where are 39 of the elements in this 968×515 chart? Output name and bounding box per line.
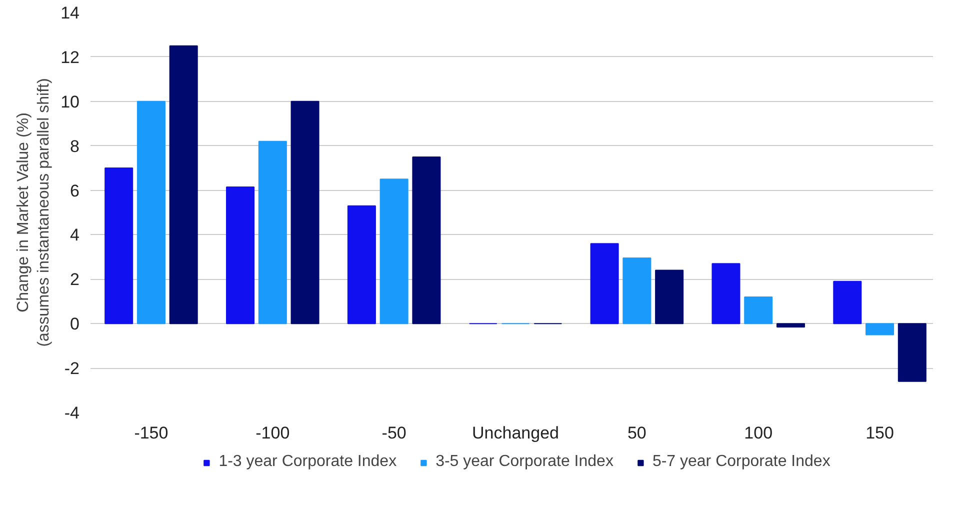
x-tick-label: -150 bbox=[134, 424, 168, 442]
bar bbox=[226, 186, 255, 324]
bar bbox=[655, 270, 684, 324]
bar bbox=[866, 323, 894, 336]
bar bbox=[712, 263, 740, 324]
x-tick-label: 50 bbox=[627, 424, 646, 442]
bar bbox=[104, 168, 134, 324]
y-tick-label: 8 bbox=[70, 136, 80, 156]
y-tick-label: 2 bbox=[70, 270, 80, 290]
bar bbox=[590, 243, 619, 324]
y-tick-label: 6 bbox=[70, 181, 80, 200]
y-axis-title: Change in Market Value (%) (assumes instantaneous parallel shift) bbox=[15, 78, 53, 347]
x-tick-label: Unchanged bbox=[472, 424, 559, 442]
x-tick-label: 100 bbox=[744, 424, 773, 442]
x-tick-label: -100 bbox=[256, 424, 290, 442]
x-tick-label: -50 bbox=[382, 424, 406, 442]
bar bbox=[833, 280, 862, 324]
bar bbox=[380, 178, 408, 324]
bar bbox=[169, 45, 198, 324]
bar bbox=[136, 100, 166, 324]
y-tick-label: 0 bbox=[70, 314, 80, 334]
legend-label: 3-5 year Corporate Index bbox=[436, 453, 614, 471]
legend-label: 1-3 year Corporate Index bbox=[218, 453, 397, 471]
y-tick-label: 10 bbox=[60, 92, 80, 112]
bar bbox=[412, 156, 441, 324]
bar bbox=[744, 296, 773, 324]
x-tick-label: 150 bbox=[866, 424, 894, 442]
bar bbox=[776, 323, 805, 328]
y-tick-label: 14 bbox=[60, 4, 80, 22]
y-tick-label: 4 bbox=[70, 226, 80, 245]
bar bbox=[898, 323, 926, 382]
bar bbox=[347, 205, 376, 324]
bar bbox=[622, 258, 652, 324]
bar bbox=[290, 100, 320, 324]
y-tick-label: -2 bbox=[64, 359, 80, 378]
legend-label: 5-7 year Corporate Index bbox=[652, 453, 830, 471]
y-tick-label: 12 bbox=[60, 48, 80, 67]
bar bbox=[258, 140, 287, 324]
y-tick-label: -4 bbox=[64, 404, 80, 422]
